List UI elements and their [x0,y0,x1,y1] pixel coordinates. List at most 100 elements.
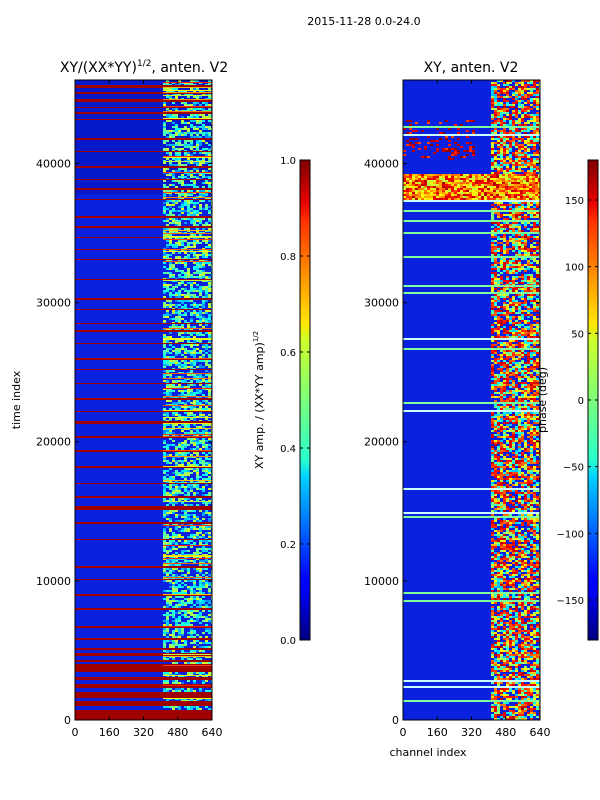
heatmap-cell [175,452,178,454]
heatmap-cell [175,494,178,496]
heatmap-cell [193,256,196,258]
heatmap-cell [518,160,521,162]
heatmap-cell [509,124,512,126]
heatmap-cell [509,154,512,156]
heatmap-cell [515,268,518,270]
heatmap-cell [208,144,211,146]
heatmap-cell [530,88,533,90]
heatmap-cell [491,106,494,108]
heatmap-cell [196,266,199,268]
heatmap-cell [208,462,211,464]
heatmap-band [163,501,212,502]
heatmap-cell [196,88,199,90]
heatmap-cell [521,84,524,86]
heatmap-cell [184,642,187,644]
heatmap-cell [491,136,494,138]
heatmap-cell [178,144,181,146]
heatmap-cell [190,282,193,284]
heatmap-cell [190,460,193,462]
heatmap-cell [187,568,190,570]
heatmap-cell [169,536,172,538]
heatmap-cell [178,618,181,620]
heatmap-cell [166,706,169,708]
heatmap-cell [163,452,166,454]
heatmap-cell [163,680,166,682]
heatmap-cell [193,590,196,592]
heatmap-cell [509,156,512,158]
heatmap-cell [190,464,193,466]
heatmap-cell [175,662,178,664]
heatmap-cell [527,216,530,218]
heatmap-cell [524,84,527,86]
heatmap-cell [503,290,506,292]
heatmap-cell [187,294,190,296]
heatmap-cell [503,224,506,226]
heatmap-cell [202,304,205,306]
heatmap-cell [536,124,539,126]
heatmap-cell [500,112,503,114]
heatmap-cell [494,98,497,100]
heatmap-cell [205,618,208,620]
heatmap-cell [530,294,533,296]
heatmap-cell [503,302,506,304]
heatmap-cell [199,602,202,604]
heatmap-cell [536,128,539,130]
heatmap-cell [175,472,178,474]
heatmap-cell [178,584,181,586]
heatmap-cell [184,228,187,230]
heatmap-cell [515,288,518,290]
heatmap-cell [536,282,539,284]
heatmap-cell [533,306,536,308]
heatmap-cell [205,468,208,470]
heatmap-cell [515,290,518,292]
heatmap-cell [491,258,494,260]
heatmap-cell [163,356,166,358]
heatmap-cell [521,296,524,298]
heatmap-cell [515,146,518,148]
heatmap-cell [497,106,500,108]
heatmap-cell [530,290,533,292]
heatmap-band [75,398,212,400]
heatmap-cell [175,244,178,246]
heatmap-cell [178,326,181,328]
heatmap-cell [497,222,500,224]
heatmap-cell [169,136,172,138]
heatmap-cell [163,320,166,322]
heatmap-cell [521,94,524,96]
heatmap-cell [208,334,211,336]
heatmap-cell [193,262,196,264]
heatmap-cell [512,300,515,302]
heatmap-cell [521,250,524,252]
heatmap-cell [190,354,193,356]
heatmap-cell [491,314,494,316]
heatmap-cell [184,284,187,286]
heatmap-cell [175,126,178,128]
heatmap-cell [178,350,181,352]
heatmap-cell [175,352,178,354]
heatmap-cell [166,204,169,206]
heatmap-cell [524,86,527,88]
heatmap-cell [494,124,497,126]
heatmap-cell [509,216,512,218]
heatmap-cell [530,216,533,218]
heatmap-cell [205,324,208,326]
heatmap-cell [536,270,539,272]
heatmap-cell [193,584,196,586]
heatmap-cell [187,392,190,394]
heatmap-band [163,555,212,556]
heatmap-cell [500,306,503,308]
heatmap-cell [208,560,211,562]
heatmap-cell [169,640,172,642]
heatmap-cell [190,488,193,490]
heatmap-cell [175,414,178,416]
heatmap-cell [202,312,205,314]
heatmap-cell [494,234,497,236]
heatmap-cell [530,204,533,206]
heatmap-cell [178,492,181,494]
heatmap-cell [181,650,184,652]
heatmap-cell [530,170,533,172]
heatmap-cell [163,302,166,304]
heatmap-band [163,90,212,91]
heatmap-cell [196,606,199,608]
heatmap-cell [163,478,166,480]
